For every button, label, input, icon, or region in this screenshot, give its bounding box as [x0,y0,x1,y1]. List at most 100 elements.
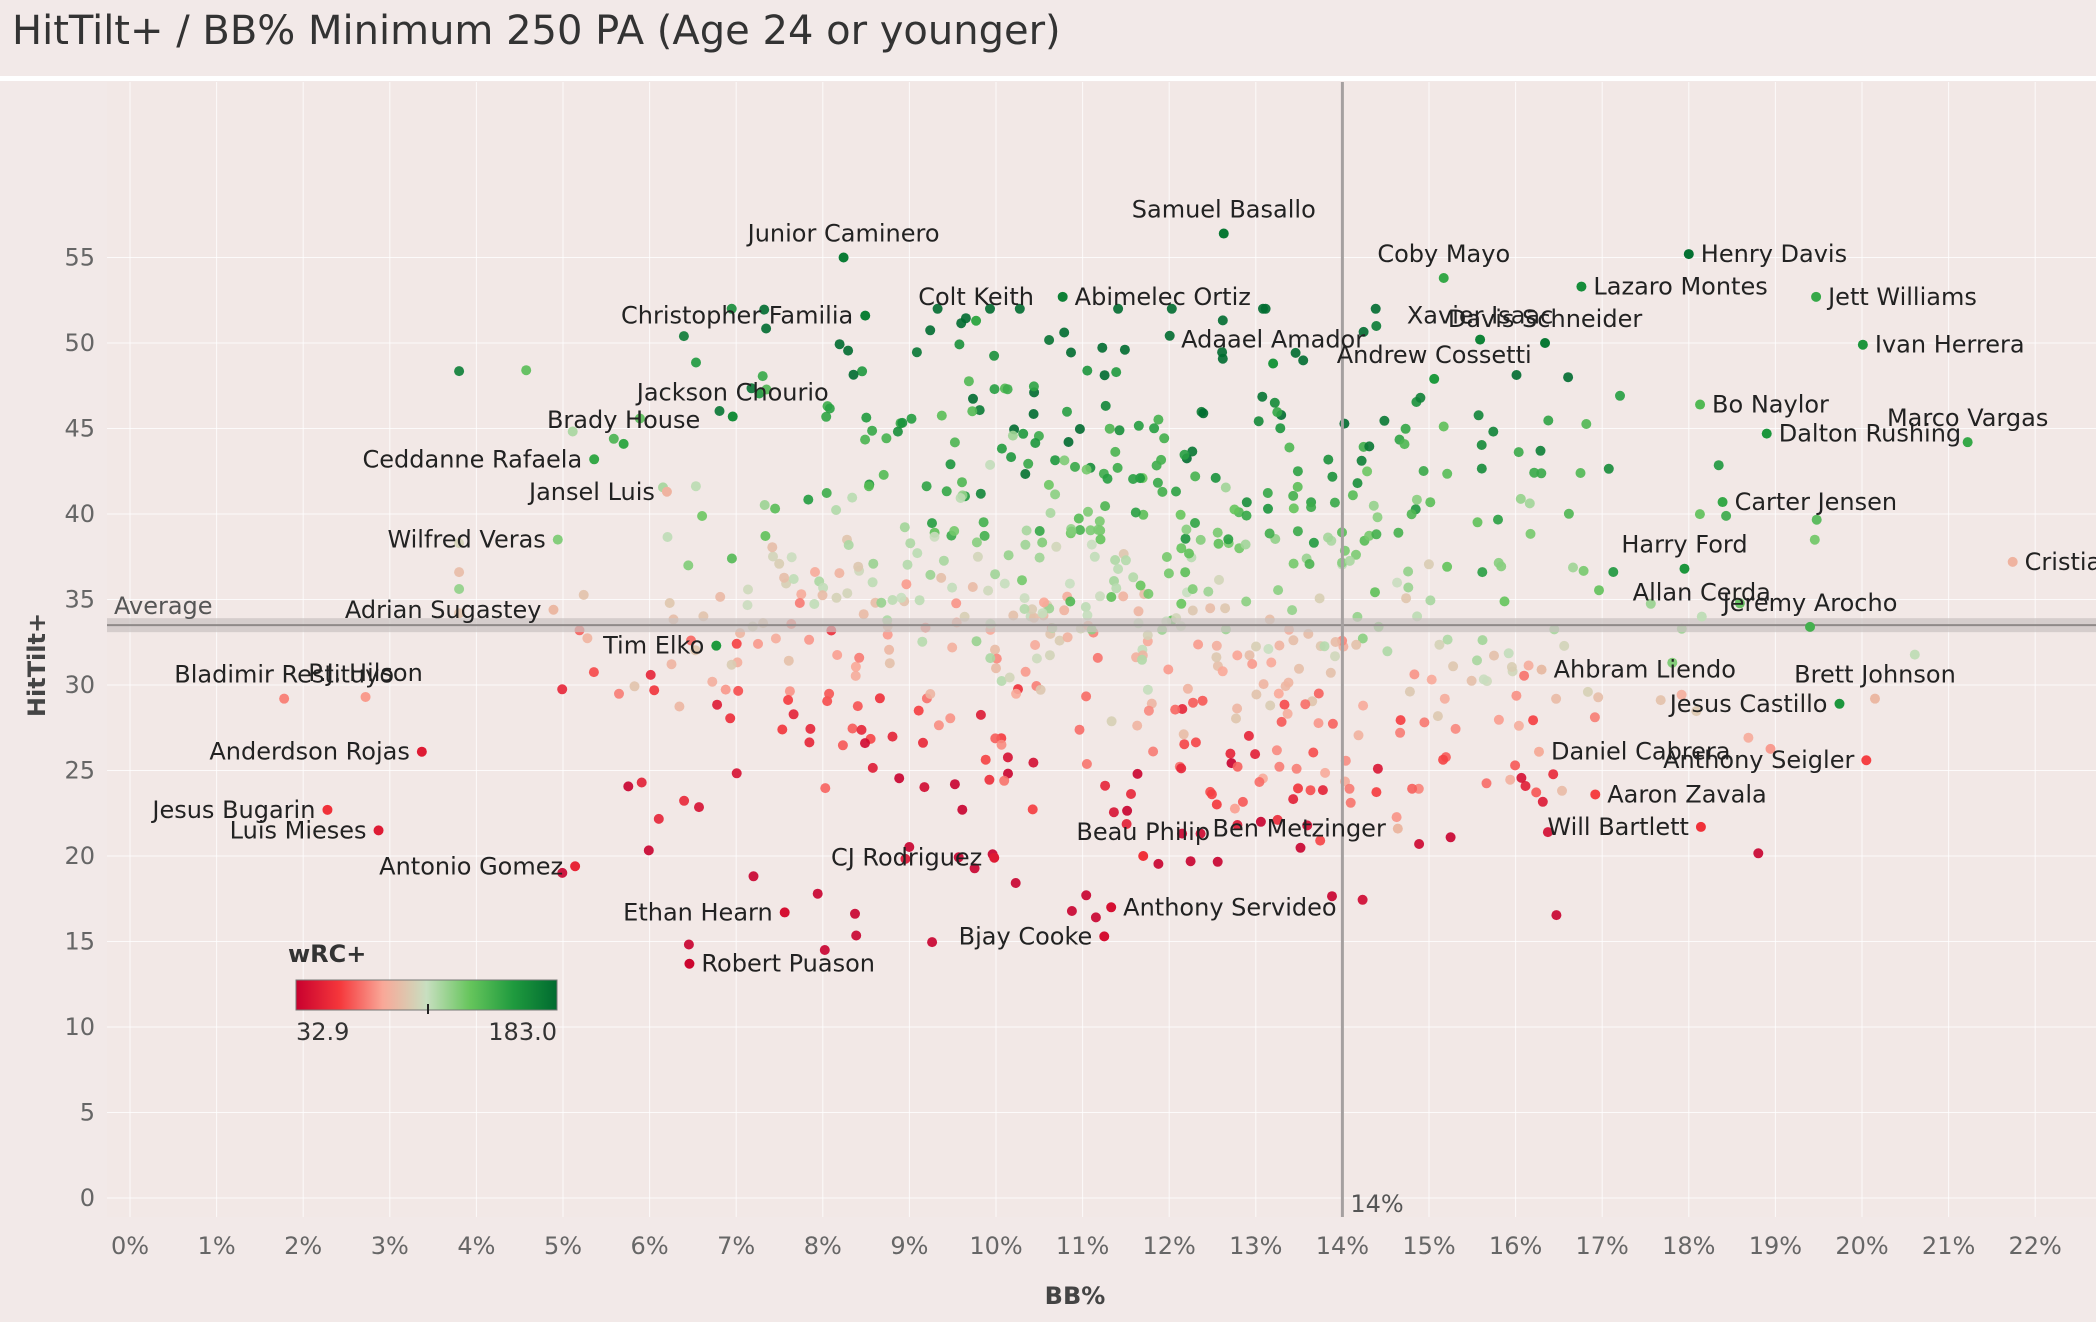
point-label: Adaael Amador [1181,326,1365,354]
point-label: Marco Vargas [1887,404,2048,432]
x-tick-label: 20% [1835,1232,1888,1260]
scatter-point [1563,372,1574,383]
scatter-point [373,825,384,836]
scatter-point [996,443,1007,454]
scatter-point [548,604,559,615]
scatter-point [1179,739,1190,750]
scatter-point [1493,714,1504,725]
scatter-point [821,488,832,498]
scatter-point [1393,527,1404,538]
scatter-point [1100,780,1111,791]
scatter-point [578,589,589,600]
scatter-point [1578,565,1589,576]
scatter-point [1019,593,1030,604]
scatter-point [985,653,996,664]
point-label: P.J. Hilson [308,659,422,687]
scatter-point [1442,468,1453,479]
scatter-point [1529,467,1540,478]
scatter-point [757,371,768,382]
scatter-point [1272,814,1283,825]
scatter-point [1070,461,1080,472]
scatter-point [1399,439,1410,450]
scatter-point [1400,423,1411,434]
scatter-point [1295,842,1306,853]
scatter-point [1472,655,1482,666]
scatter-point [1213,538,1224,549]
scatter-point [1559,640,1570,651]
scatter-point [1138,509,1149,520]
scatter-point [960,313,971,324]
scatter-point [1062,632,1073,643]
scatter-point [1020,666,1031,677]
scatter-point [1176,543,1187,554]
scatter-point [1576,281,1587,292]
scatter-point [989,384,1000,395]
scatter-point [1409,669,1420,680]
scatter-point [1323,454,1334,465]
scatter-point [1489,650,1499,661]
scatter-point [777,724,788,735]
scatter-point [1203,586,1214,597]
scatter-point [1206,789,1217,800]
scatter-point [1251,641,1261,652]
scatter-point [1351,549,1361,560]
scatter-point [945,459,956,470]
scatter-point [1575,468,1586,478]
scatter-point [1254,777,1265,787]
scatter-point [1516,772,1527,783]
scatter-point [1073,513,1084,524]
scatter-point [2007,556,2018,567]
scatter-point [1372,763,1383,774]
scatter-point [975,488,986,499]
scatter-point [1290,347,1301,358]
scatter-point [1066,906,1077,916]
scatter-point [1415,392,1426,403]
y-tick-label: 45 [64,415,95,443]
point-label: Andrew Cossetti [1337,341,1532,369]
point-label: Bo Naylor [1712,391,1829,419]
scatter-point [1182,683,1193,694]
scatter-point [1304,559,1315,569]
scatter-point [1066,526,1077,537]
scatter-point [1193,639,1204,650]
scatter-point [1099,370,1110,381]
scatter-point [925,689,936,699]
scatter-point [899,522,910,533]
scatter-point [824,688,835,699]
scatter-point [1002,752,1013,763]
scatter-point [1057,291,1068,302]
scatter-point [1426,674,1437,685]
scatter-point [843,540,854,550]
point-label: Lazaro Montes [1593,273,1767,301]
scatter-point [1536,664,1547,675]
scatter-point [831,505,842,515]
gridlines [107,82,2096,1217]
scatter-point [1266,657,1277,668]
scatter-point [1097,342,1108,353]
scatter-point [856,724,867,735]
scatter-point [1081,890,1092,901]
scatter-point [1401,593,1412,604]
point-label: Ivan Herrera [1875,331,2025,359]
scatter-point [1861,755,1872,766]
scatter-point [1276,716,1287,727]
scatter-point [1253,416,1264,427]
scatter-point [1493,514,1503,525]
point-label: Colt Keith [918,283,1034,311]
scatter-point [919,782,930,793]
average-label: Average [114,592,213,620]
point-label: CJ Rodriguez [831,844,982,872]
scatter-point [1273,585,1284,596]
scatter-point [1225,748,1236,759]
scatter-point [1106,716,1117,727]
scatter-point [788,574,799,584]
scatter-point [733,685,744,696]
scatter-point [454,366,465,377]
scatter-point [1344,783,1355,794]
scatter-point [416,746,427,757]
scatter-point [912,548,923,559]
scatter-point [1391,812,1402,823]
scatter-point [570,861,581,872]
scatter-point [1099,931,1110,942]
scatter-point [279,693,290,704]
